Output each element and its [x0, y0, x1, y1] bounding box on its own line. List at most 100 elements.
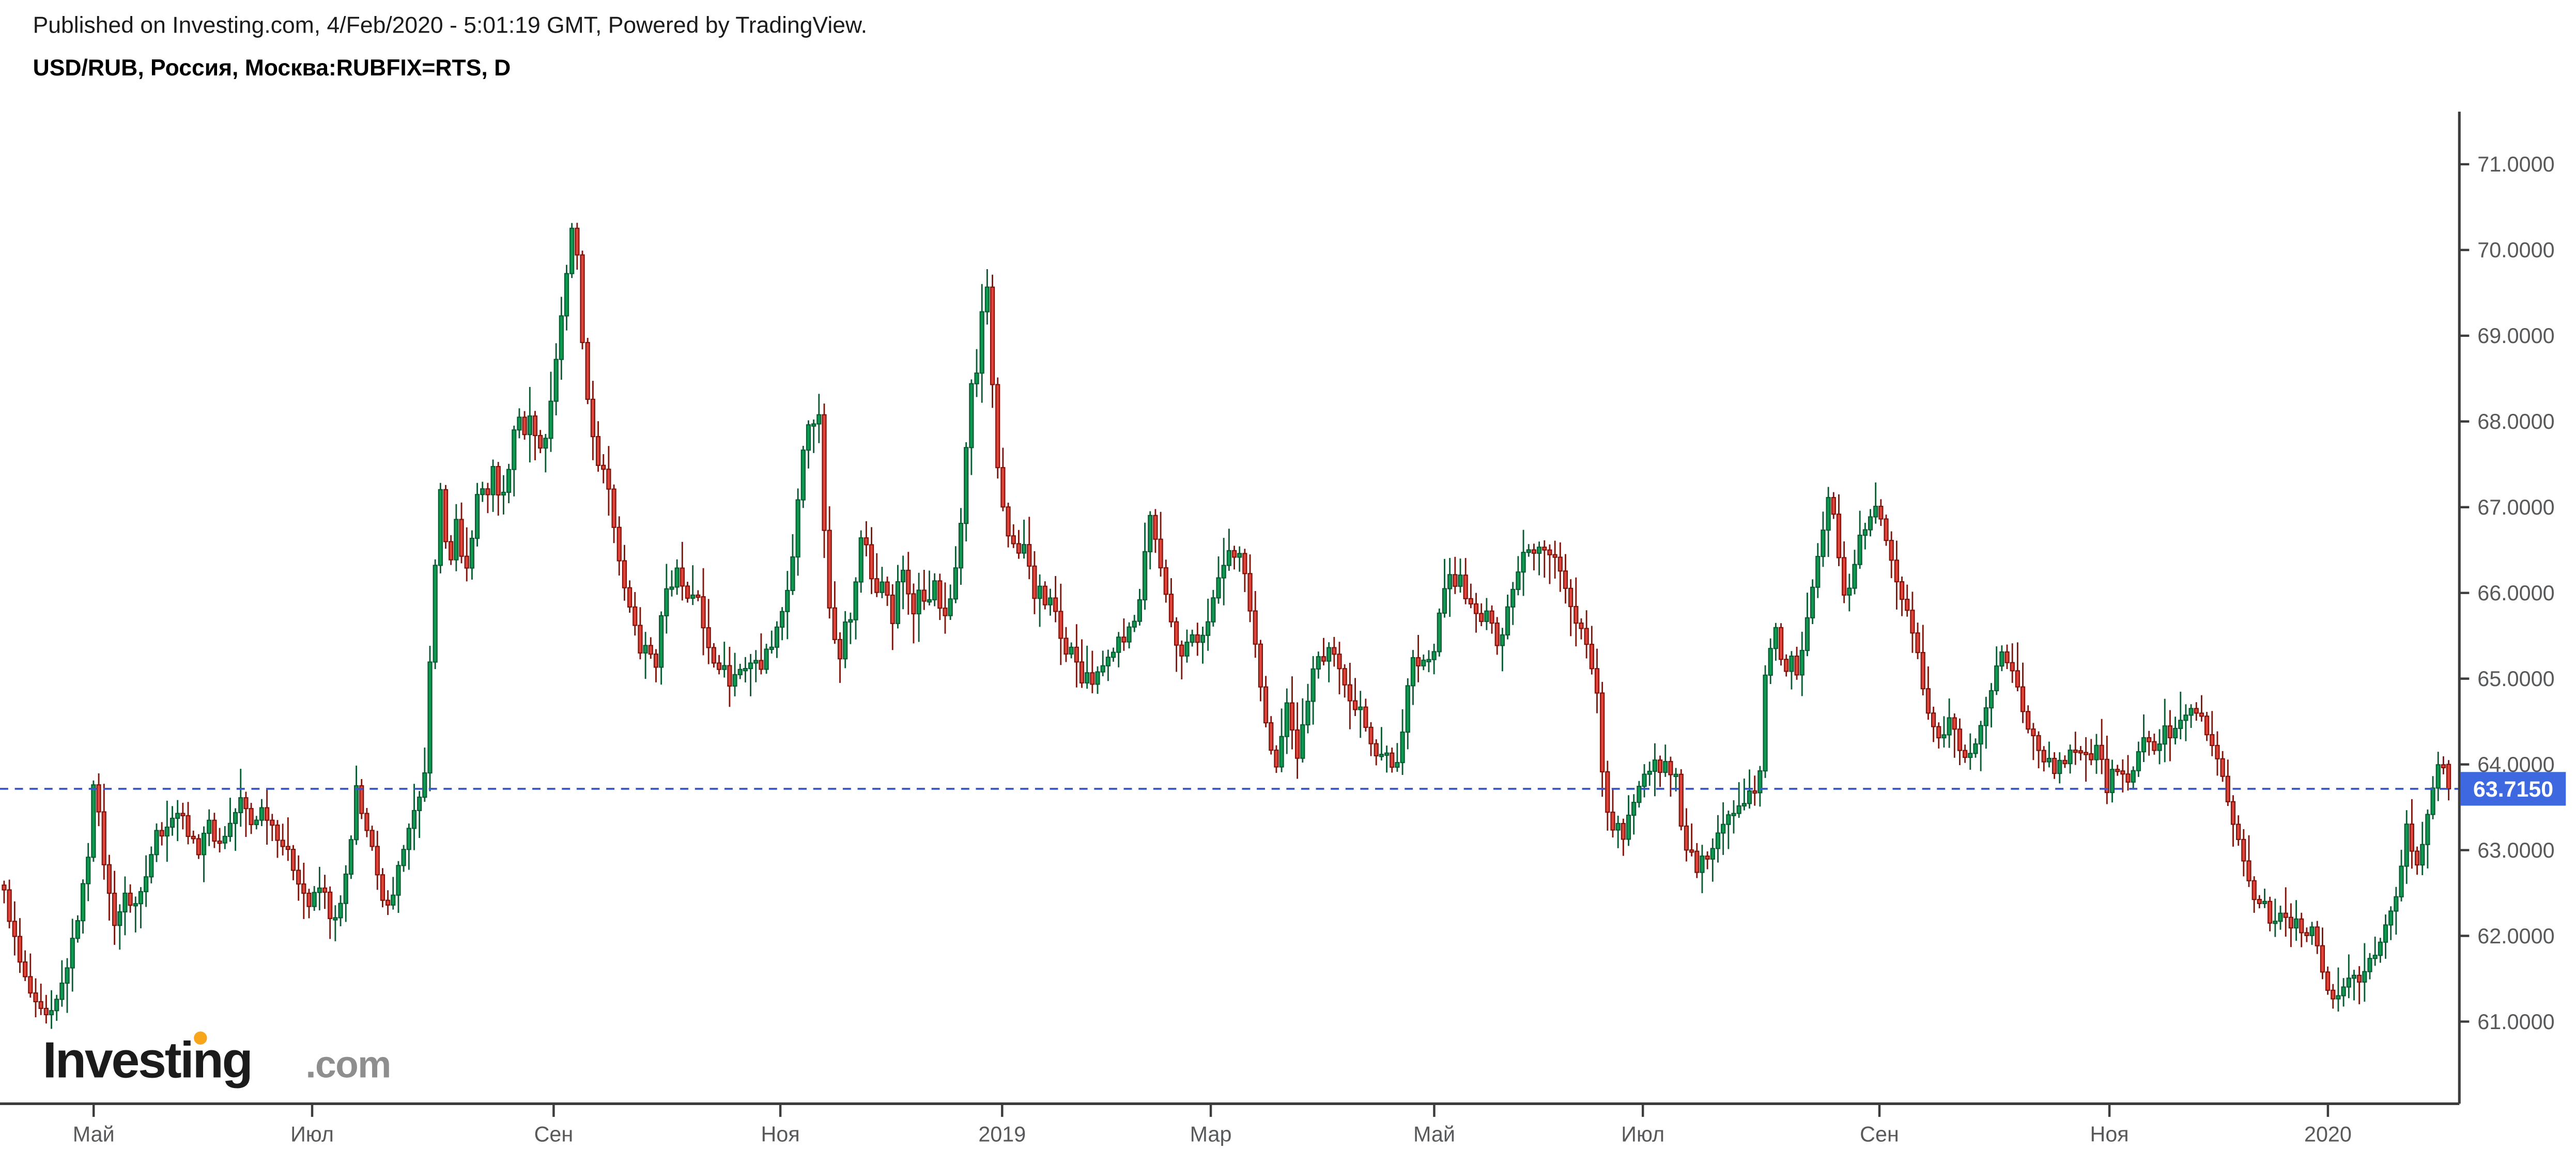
candle-body	[207, 819, 212, 834]
candle-body	[490, 465, 496, 495]
candle-body	[748, 662, 753, 670]
candle-body	[974, 372, 979, 384]
candle-body	[1988, 690, 1994, 709]
candle-body	[1910, 610, 1915, 634]
candle-body	[827, 530, 832, 609]
candle-body	[322, 887, 328, 893]
candle-body	[2257, 898, 2262, 904]
candle-body	[2372, 955, 2378, 959]
candle-body	[2073, 749, 2078, 753]
candle-body	[201, 832, 207, 856]
candle-body	[575, 227, 580, 256]
candle-body	[364, 813, 369, 831]
candle-body	[716, 662, 722, 670]
candle-body	[2204, 716, 2210, 736]
candle-body	[2414, 850, 2420, 866]
candlestick-series	[2, 223, 2451, 1029]
candle-body	[422, 772, 427, 798]
candle-body	[480, 488, 485, 495]
candle-body	[633, 606, 638, 626]
candle-body	[1206, 621, 1211, 636]
candle-body	[1905, 598, 1910, 611]
candle-body	[270, 819, 275, 826]
candle-body	[1521, 552, 1526, 573]
price-tick-label: 69.0000	[2477, 324, 2554, 348]
candle-body	[2141, 737, 2147, 753]
candle-body	[538, 434, 543, 449]
candle-body	[2425, 814, 2430, 845]
candle-body	[2399, 865, 2404, 897]
candle-body	[2409, 823, 2414, 852]
candle-body	[212, 819, 217, 842]
candle-body	[312, 892, 317, 907]
candle-body	[863, 537, 869, 546]
candle-body	[449, 541, 454, 561]
candle-body	[1211, 597, 1216, 623]
candle-body	[732, 674, 737, 687]
candle-body	[1079, 661, 1085, 683]
candle-body	[622, 560, 627, 588]
candle-body	[1768, 648, 1773, 676]
candle-body	[1899, 581, 1905, 600]
candle-body	[1247, 573, 1253, 612]
candle-body	[1710, 848, 1715, 860]
candle-body	[17, 936, 23, 963]
candle-body	[696, 594, 701, 598]
candle-body	[1778, 627, 1784, 660]
candle-body	[427, 661, 433, 774]
candle-body	[1736, 805, 1741, 814]
candle-body	[91, 784, 96, 858]
candle-body	[1384, 752, 1390, 756]
candle-body	[564, 273, 569, 317]
time-tick-label: Сен	[1860, 1123, 1899, 1146]
candle-body	[916, 589, 921, 615]
candle-body	[1610, 812, 1615, 831]
investing-logo-text: Investing	[43, 1032, 252, 1089]
candle-body	[1332, 647, 1337, 655]
candle-body	[196, 838, 201, 856]
candle-body	[164, 826, 169, 837]
candle-body	[1284, 702, 1289, 737]
time-tick-label: Сен	[534, 1123, 574, 1146]
candle-body	[1721, 823, 1726, 834]
candle-body	[1542, 547, 1547, 551]
axes: 71.0000 70.0000 69.0000 68.0000 67.0000 66.00…	[0, 112, 2555, 1146]
candle-body	[1810, 586, 1815, 619]
candle-body	[800, 449, 806, 501]
candle-body	[1416, 657, 1421, 666]
candle-body	[816, 414, 822, 425]
candle-body	[138, 891, 144, 905]
candle-body	[1000, 467, 1006, 508]
candle-body	[80, 883, 86, 922]
candle-body	[2288, 916, 2294, 929]
candle-body	[2309, 926, 2315, 936]
candle-body	[1442, 588, 1447, 614]
candle-body	[1100, 665, 1105, 673]
candle-body	[2057, 759, 2062, 774]
candle-body	[2210, 734, 2215, 747]
candle-body	[2199, 712, 2204, 717]
candle-body	[2441, 764, 2446, 769]
time-tick-label: Май	[73, 1123, 115, 1146]
candle-body	[1032, 565, 1037, 599]
candle-body	[1831, 497, 1836, 515]
candle-body	[1274, 749, 1279, 768]
candle-body	[2046, 757, 2052, 763]
candle-body	[1431, 651, 1437, 660]
candle-body	[1741, 803, 1747, 807]
candle-body	[1552, 554, 1557, 558]
price-tick-label: 65.0000	[2477, 667, 2554, 691]
candle-body	[853, 581, 858, 620]
chart-title: USD/RUB, Россия, Москва:RUBFIX=RTS, D	[33, 55, 511, 81]
candle-body	[2430, 787, 2435, 815]
candle-body	[2268, 900, 2273, 924]
price-axis-ticks: 71.0000 70.0000 69.0000 68.0000 67.0000 66.00…	[2459, 152, 2555, 1034]
candle-body	[285, 846, 290, 850]
candle-body	[2325, 971, 2331, 991]
candle-body	[527, 415, 532, 436]
candle-body	[2283, 912, 2288, 918]
candle-body	[1994, 665, 1999, 692]
candle-body	[774, 626, 780, 648]
candle-body	[1889, 539, 1894, 561]
candle-body	[2136, 751, 2141, 771]
